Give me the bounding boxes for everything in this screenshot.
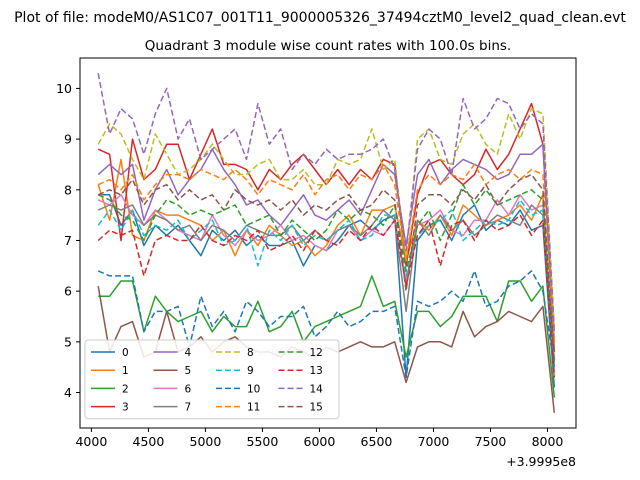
legend-label-6: 6 [185,383,192,395]
legend-label-12: 12 [310,347,323,359]
y-tick-label: 5 [64,334,72,349]
series-line-15 [97,173,556,363]
series-line-8 [97,107,556,327]
series-line-12 [97,183,556,363]
y-tick-label: 10 [56,81,72,96]
x-tick-label: 5500 [247,434,279,449]
x-tick-label: 7000 [418,434,450,449]
x-tick-label: 4000 [75,434,107,449]
legend-label-2: 2 [122,383,129,395]
legend-label-9: 9 [247,365,254,377]
x-axis: 4000 4500 5000 5500 6000 6500 7000 7500 8000 [75,428,563,449]
series-line-1 [97,158,556,378]
legend-box [84,339,340,420]
legend-label-8: 8 [247,347,254,359]
series-line-10 [97,270,556,379]
y-tick-label: 9 [64,132,72,147]
series-line-13 [97,214,556,378]
y-tick-label: 4 [64,385,72,400]
legend-label-5: 5 [185,365,192,377]
legend-label-7: 7 [185,402,192,414]
legend-label-14: 14 [310,383,324,395]
series-line-4 [97,143,556,342]
y-axis: 4 5 6 7 8 9 10 [56,81,80,400]
legend-label-1: 1 [122,365,129,377]
chart-title: Quadrant 3 module wise count rates with … [145,38,511,54]
series-line-11 [97,163,556,342]
y-tick-label: 7 [64,233,72,248]
series-line-9 [97,199,556,368]
plot-area: 4000 4500 5000 5500 6000 6500 7000 7500 8000 4 5 6… [56,57,577,469]
x-tick-label: 6500 [361,434,393,449]
legend-label-3: 3 [122,402,129,414]
legend-label-4: 4 [185,347,192,359]
series-line-14 [97,73,556,332]
legend-label-11: 11 [247,402,260,414]
figure-suptitle: Plot of file: modeM0/AS1C07_001T11_90000… [14,10,626,26]
legend-label-10: 10 [247,383,260,395]
x-tick-label: 4500 [133,434,165,449]
y-tick-label: 8 [64,182,72,197]
x-tick-label: 7500 [475,434,507,449]
axes-frame [79,57,577,429]
y-tick-label: 6 [64,284,72,299]
x-tick-label: 5000 [190,434,222,449]
legend-label-0: 0 [122,347,129,359]
legend-label-13: 13 [310,365,323,377]
legend-label-15: 15 [310,402,323,414]
x-tick-label: 8000 [532,434,564,449]
x-offset-label: +3.9995e8 [506,454,576,469]
x-tick-label: 6000 [304,434,336,449]
series-layer [97,73,556,413]
series-line-2 [98,275,556,398]
